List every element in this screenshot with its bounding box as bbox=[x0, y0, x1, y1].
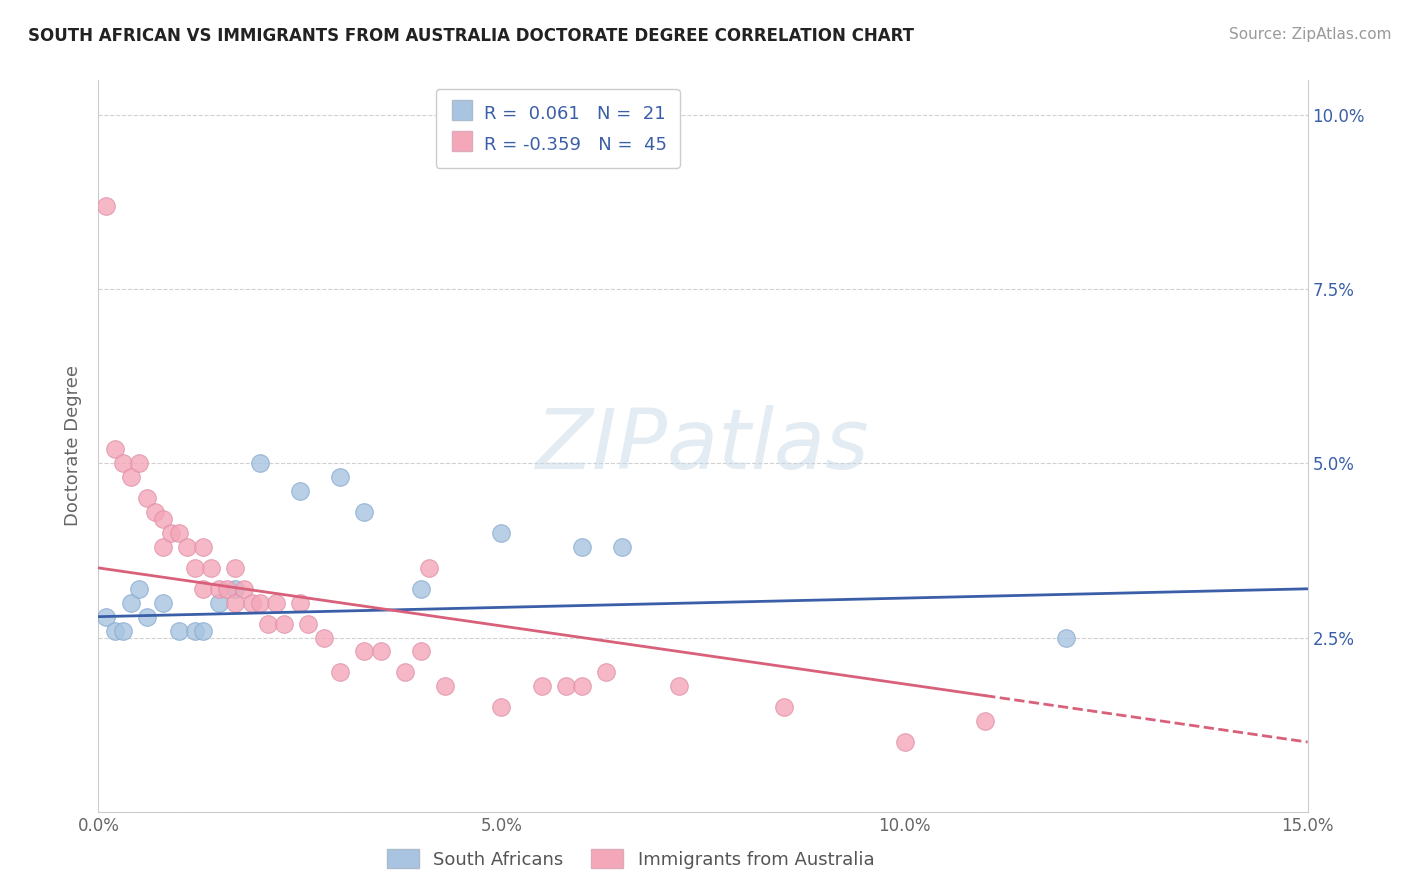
Point bbox=[530, 679, 553, 693]
Point bbox=[167, 624, 190, 638]
Point bbox=[370, 644, 392, 658]
Point bbox=[193, 540, 215, 554]
Point bbox=[893, 735, 915, 749]
Point bbox=[329, 470, 352, 484]
Point bbox=[434, 679, 457, 693]
Point bbox=[273, 616, 295, 631]
Point bbox=[409, 582, 432, 596]
Point bbox=[353, 644, 375, 658]
Point bbox=[595, 665, 617, 680]
Point bbox=[249, 596, 271, 610]
Point bbox=[193, 624, 215, 638]
Point bbox=[571, 679, 593, 693]
Point bbox=[135, 609, 157, 624]
Point bbox=[217, 582, 239, 596]
Point bbox=[668, 679, 690, 693]
Point bbox=[491, 700, 513, 714]
Point bbox=[143, 505, 166, 519]
Point bbox=[772, 700, 794, 714]
Point bbox=[152, 512, 174, 526]
Point bbox=[571, 540, 593, 554]
Point bbox=[288, 596, 311, 610]
Point bbox=[240, 596, 263, 610]
Point bbox=[120, 596, 142, 610]
Point bbox=[96, 199, 118, 213]
Point bbox=[135, 491, 157, 506]
Point bbox=[224, 582, 246, 596]
Point bbox=[208, 582, 231, 596]
Point bbox=[353, 505, 375, 519]
Point bbox=[103, 624, 125, 638]
Point bbox=[152, 540, 174, 554]
Point bbox=[120, 470, 142, 484]
Point bbox=[394, 665, 416, 680]
Point bbox=[184, 624, 207, 638]
Point bbox=[297, 616, 319, 631]
Point bbox=[264, 596, 287, 610]
Point bbox=[288, 484, 311, 499]
Point bbox=[974, 714, 997, 728]
Point bbox=[329, 665, 352, 680]
Point bbox=[249, 457, 271, 471]
Point bbox=[224, 561, 246, 575]
Point bbox=[167, 526, 190, 541]
Point bbox=[224, 596, 246, 610]
Point bbox=[418, 561, 440, 575]
Point bbox=[128, 457, 150, 471]
Point bbox=[232, 582, 254, 596]
Point bbox=[193, 582, 215, 596]
Point bbox=[111, 624, 134, 638]
Point bbox=[491, 526, 513, 541]
Point bbox=[555, 679, 578, 693]
Y-axis label: Doctorate Degree: Doctorate Degree bbox=[65, 366, 83, 526]
Point bbox=[208, 596, 231, 610]
Legend: South Africans, Immigrants from Australia: South Africans, Immigrants from Australi… bbox=[380, 842, 882, 876]
Point bbox=[152, 596, 174, 610]
Point bbox=[128, 582, 150, 596]
Text: ZIPatlas: ZIPatlas bbox=[536, 406, 870, 486]
Text: SOUTH AFRICAN VS IMMIGRANTS FROM AUSTRALIA DOCTORATE DEGREE CORRELATION CHART: SOUTH AFRICAN VS IMMIGRANTS FROM AUSTRAL… bbox=[28, 27, 914, 45]
Point bbox=[256, 616, 278, 631]
Point bbox=[184, 561, 207, 575]
Text: Source: ZipAtlas.com: Source: ZipAtlas.com bbox=[1229, 27, 1392, 42]
Point bbox=[176, 540, 198, 554]
Point bbox=[111, 457, 134, 471]
Point bbox=[314, 631, 336, 645]
Point bbox=[96, 609, 118, 624]
Point bbox=[160, 526, 183, 541]
Point bbox=[612, 540, 634, 554]
Point bbox=[200, 561, 222, 575]
Point bbox=[103, 442, 125, 457]
Point bbox=[409, 644, 432, 658]
Point bbox=[1054, 631, 1077, 645]
